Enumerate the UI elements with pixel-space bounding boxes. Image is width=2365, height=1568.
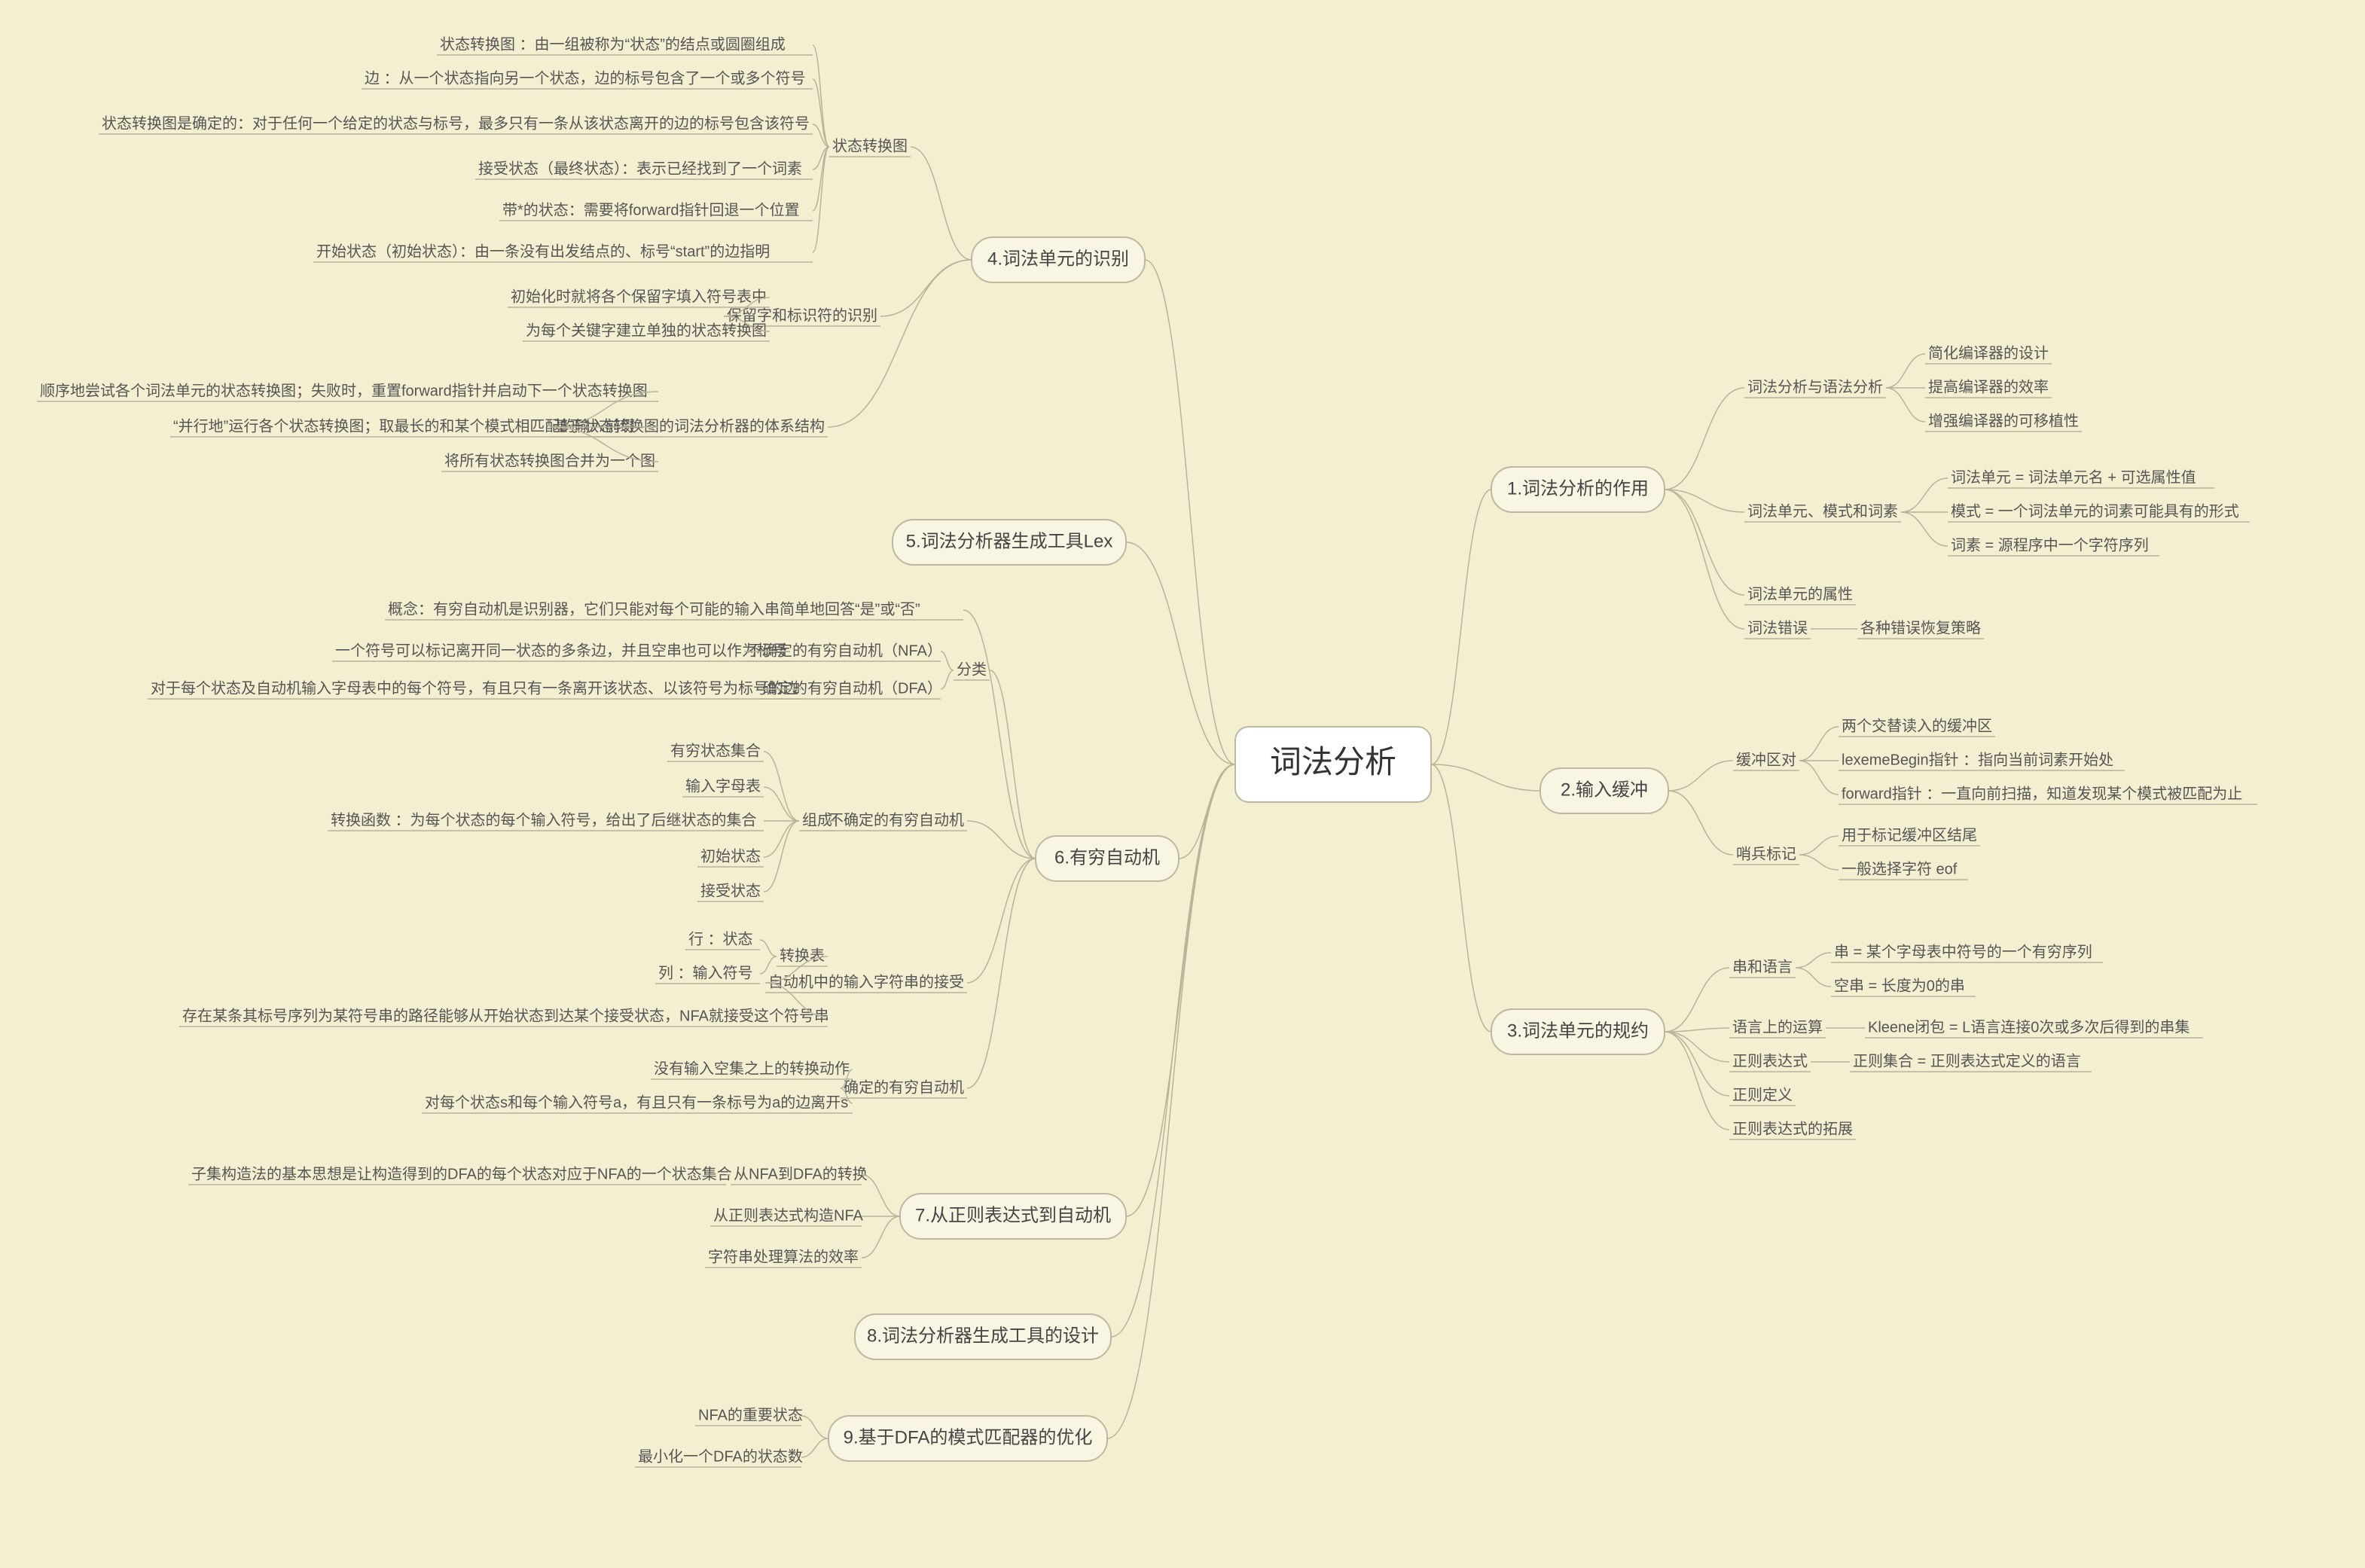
branch-label: 7.从正则表达式到自动机 (915, 1205, 1111, 1225)
leaf-text: 词法单元的属性 (1747, 585, 1853, 602)
leaf-text: 正则集合 = 正则表达式定义的语言 (1853, 1052, 2081, 1069)
leaf-text: 模式 = 一个词法单元的词素可能具有的形式 (1951, 502, 2239, 520)
leaf-text: 简化编译器的设计 (1928, 344, 2049, 361)
leaf-text: 保留字和标识符的识别 (727, 307, 877, 324)
leaf-text: 各种错误恢复策略 (1860, 619, 1981, 636)
leaf-text: “并行地”运行各个状态转换图；取最长的和某个模式相匹配的输入前缀 (173, 417, 635, 435)
branch-label: 1.词法分析的作用 (1507, 478, 1649, 499)
leaf-text: 没有输入空集之上的转换动作 (654, 1060, 850, 1077)
branch-label: 4.词法单元的识别 (987, 249, 1129, 269)
leaf-text: 输入字母表 (685, 777, 761, 795)
leaf-text: 带*的状态：需要将forward指针回退一个位置 (502, 201, 799, 218)
leaf-text: 哨兵标记 (1736, 845, 1796, 862)
leaf-text: 存在某条其标号序列为某符号串的路径能够从开始状态到达某个接受状态，NFA就接受这… (182, 1007, 829, 1024)
leaf-text: 行 ：状态 (688, 930, 753, 947)
leaf-text: 顺序地尝试各个词法单元的状态转换图；失败时，重置forward指针并启动下一个状… (40, 382, 648, 399)
leaf-text: 概念：有穷自动机是识别器，它们只能对每个可能的输入串简单地回答“是”或“否” (388, 599, 920, 618)
branch-label: 6.有穷自动机 (1054, 847, 1160, 868)
leaf-text: 初始化时就将各个保留字填入符号表中 (511, 288, 767, 305)
leaf-text: 自动机中的输入字符串的接受 (768, 973, 964, 990)
leaf-text: 串 = 某个字母表中符号的一个有穷序列 (1834, 943, 2092, 960)
leaf-text: 为每个关键字建立单独的状态转换图 (526, 322, 767, 339)
leaf-text: 正则定义 (1732, 1086, 1793, 1103)
leaf-text: 空串 = 长度为0的串 (1834, 977, 1965, 994)
leaf-text: 最小化一个DFA的状态数 (638, 1448, 803, 1465)
leaf-text: 词法错误 (1747, 619, 1808, 636)
leaf-text: 增强编译器的可移植性 (1928, 412, 2079, 429)
leaf-text: Kleene闭包 = L语言连接0次或多次后得到的串集 (1868, 1018, 2190, 1036)
leaf-text: 状态转换图 (832, 137, 908, 154)
leaf-text: 接受状态（最终状态）：表示已经找到了一个词素 (478, 160, 802, 177)
leaf-text: 词法单元 = 词法单元名 + 可选属性值 (1951, 468, 2196, 486)
leaf-text: 词法分析与语法分析 (1747, 378, 1883, 395)
leaf-text: NFA的重要状态 (698, 1406, 803, 1423)
mindmap-canvas: 词法分析 1.词法分析的作用 2.输入缓冲 3.词法单元的规约 4.词法单元的识别 5.词… (0, 0, 2365, 1568)
leaf-text: 从NFA到DFA的转换 (734, 1165, 868, 1182)
branch-label: 3.词法单元的规约 (1507, 1020, 1649, 1041)
leaf-text: 开始状态（初始状态）：由一条没有出发结点的、标号“start”的边指明 (316, 243, 770, 260)
branch-label: 2.输入缓冲 (1561, 779, 1648, 800)
leaf-text: 对于每个状态及自动机输入字母表中的每个符号，有且只有一条离开该状态、以该符号为标… (151, 679, 798, 697)
leaf-text: 子集构造法的基本思想是让构造得到的DFA的每个状态对应于NFA的一个状态集合 (191, 1165, 732, 1182)
leaf-text: 从正则表达式构造NFA (713, 1207, 864, 1224)
leaf-text: forward指针 ：一直向前扫描，知道发现某个模式被匹配为止 (1842, 785, 2242, 802)
leaf-text: 初始状态 (700, 847, 761, 865)
leaf-text: 状态转换图是确定的：对于任何一个给定的状态与标号，最多只有一条从该状态离开的边的… (102, 114, 810, 132)
leaf-text: 一般选择字符 eof (1842, 860, 1958, 877)
leaf-text: 词素 = 源程序中一个字符序列 (1951, 536, 2149, 554)
leaf-text: 用于标记缓冲区结尾 (1842, 826, 1977, 843)
leaf-text: 提高编译器的效率 (1928, 378, 2049, 395)
branch-label: 5.词法分析器生成工具Lex (906, 531, 1113, 551)
leaf-text: 缓冲区对 (1736, 751, 1796, 768)
leaf-text: 不确定的有穷自动机 (829, 811, 964, 828)
branch-label: 9.基于DFA的模式匹配器的优化 (844, 1427, 1093, 1448)
leaf-text: 边 ：从一个状态指向另一个状态，边的标号包含了一个或多个符号 (365, 69, 806, 87)
leaf-text: 列 ：输入符号 (658, 964, 753, 981)
leaf-text: 串和语言 (1732, 958, 1793, 975)
leaf-text: 字符串处理算法的效率 (708, 1248, 859, 1265)
branch-label: 8.词法分析器生成工具的设计 (867, 1325, 1099, 1346)
leaf-text: 转换函数 ：为每个状态的每个输入符号，给出了后继状态的集合 (331, 811, 757, 828)
leaf-text: 正则表达式的拓展 (1732, 1120, 1853, 1137)
leaf-text: 组成 (802, 811, 832, 828)
leaf-text: lexemeBegin指针 ：指向当前词素开始处 (1842, 751, 2113, 768)
leaf-text: 语言上的运算 (1732, 1018, 1823, 1036)
leaf-text: 确定的有穷自动机 (844, 1078, 964, 1096)
leaf-text: 对每个状态s和每个输入符号a，有且只有一条标号为a的边离开s (425, 1094, 848, 1111)
leaf-text: 有穷状态集合 (670, 742, 761, 759)
leaf-text: 正则表达式 (1732, 1052, 1808, 1069)
leaf-text: 词法单元、模式和词素 (1747, 502, 1898, 520)
leaf-text: 两个交替读入的缓冲区 (1842, 717, 1992, 734)
leaf-text: 转换表 (780, 947, 825, 964)
leaf-text: 接受状态 (700, 882, 761, 899)
root-label: 词法分析 (1270, 744, 1396, 779)
leaf-text: 一个符号可以标记离开同一状态的多条边，并且空串也可以作为标号 (335, 642, 787, 659)
leaf-text: 分类 (957, 660, 987, 678)
leaf-text: 状态转换图 ：由一组被称为“状态”的结点或圆圈组成 (440, 35, 786, 53)
